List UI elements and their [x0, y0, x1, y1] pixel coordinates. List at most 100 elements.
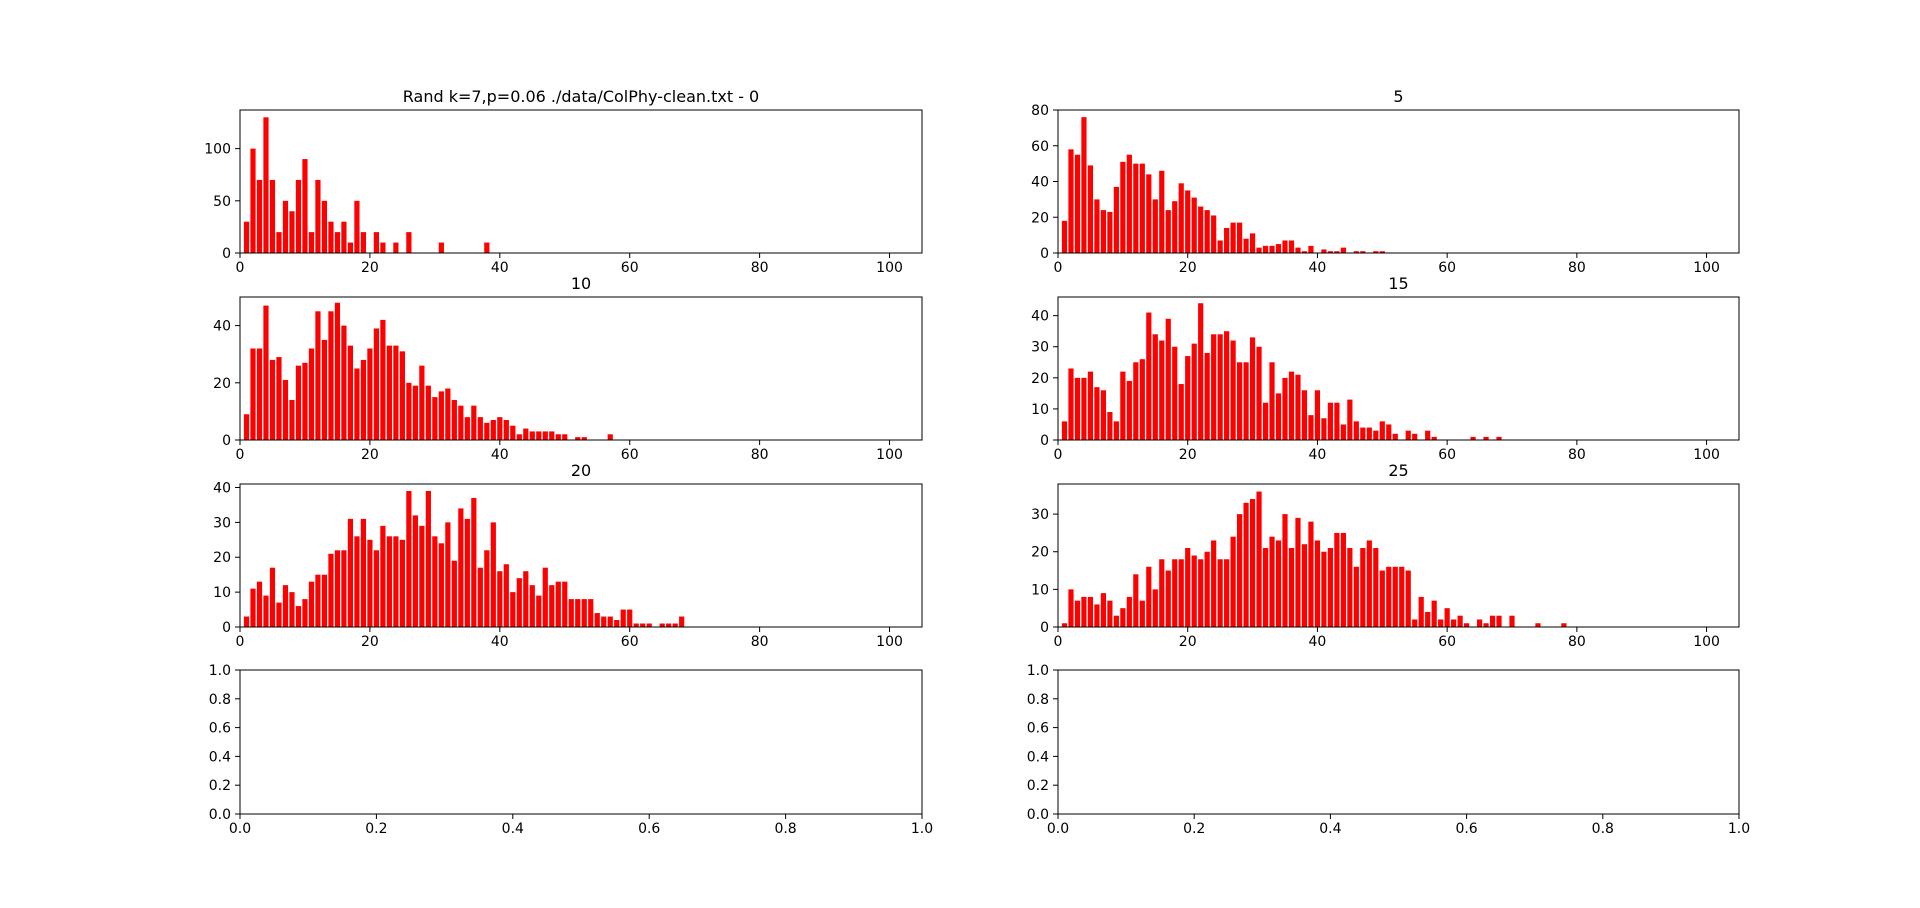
bar [1425, 430, 1431, 440]
x-tick-label: 0 [1054, 260, 1063, 276]
bar [1249, 499, 1256, 627]
bar [1340, 532, 1346, 627]
bar [1165, 570, 1171, 627]
x-tick-label: 80 [751, 447, 769, 463]
bar [1172, 346, 1178, 440]
bar [1412, 619, 1418, 627]
bar [1269, 536, 1275, 627]
bar [1126, 154, 1132, 253]
bar [276, 357, 282, 440]
bar [451, 399, 457, 440]
bar [1327, 251, 1333, 253]
bar [1386, 424, 1392, 440]
bar [282, 379, 289, 440]
bar [1087, 165, 1094, 253]
bar [1269, 362, 1275, 440]
bar [529, 585, 535, 627]
bar [380, 319, 386, 440]
bar [458, 405, 464, 440]
bar [1191, 343, 1197, 440]
bar [659, 623, 665, 627]
bar [1100, 390, 1106, 440]
bar [1321, 418, 1327, 440]
bar [1120, 608, 1126, 627]
y-tick-label: 0.8 [1027, 692, 1049, 708]
bar [633, 623, 639, 627]
x-tick-label: 1.0 [1728, 821, 1750, 837]
y-tick-label: 0.0 [1027, 807, 1049, 823]
bar [1120, 371, 1126, 440]
bar [1074, 377, 1081, 440]
y-tick-label: 30 [1031, 340, 1049, 356]
bar [1275, 540, 1282, 627]
x-tick-label: 60 [1438, 447, 1456, 463]
bar [1360, 547, 1366, 627]
bar [562, 581, 568, 627]
bar [607, 434, 613, 440]
bar [1198, 206, 1204, 253]
bar [308, 581, 315, 627]
bar [536, 595, 542, 627]
bar [289, 399, 295, 440]
bar [354, 200, 360, 253]
y-tick-label: 0.4 [209, 749, 231, 765]
bar [367, 348, 373, 440]
bar [484, 550, 490, 627]
bar [1107, 600, 1113, 627]
bar [321, 200, 328, 253]
x-tick-label: 40 [491, 260, 509, 276]
axes-frame [1057, 669, 1740, 815]
x-tick-label: 100 [876, 260, 903, 276]
y-tick-label: 1.0 [1027, 663, 1049, 679]
bar [1399, 566, 1405, 627]
bar [360, 232, 367, 253]
bar [1360, 427, 1366, 440]
bar [1366, 427, 1372, 440]
bar [1165, 210, 1171, 253]
x-tick-label: 40 [1309, 260, 1327, 276]
bar [250, 588, 256, 627]
bar [1185, 190, 1191, 253]
bar [1256, 346, 1262, 440]
bar [1237, 514, 1243, 627]
bar [1074, 600, 1081, 627]
x-tick-label: 80 [1568, 447, 1586, 463]
bar [1282, 377, 1288, 440]
bar [1107, 211, 1113, 253]
bar [464, 417, 470, 440]
bar [1243, 238, 1249, 253]
bar [1340, 424, 1346, 440]
bar [276, 602, 282, 627]
bar [1288, 547, 1295, 627]
bar [1074, 154, 1081, 253]
bar [1178, 183, 1184, 253]
subplot-6: 0.0 0.2 0.4 0.6 0.8 1.0 0.0 0.2 0.4 0.6 0.8 1.0 [209, 663, 933, 837]
bar [1360, 251, 1366, 253]
bar [412, 385, 418, 440]
bar [373, 328, 379, 440]
bar [1224, 559, 1230, 627]
bar [1133, 163, 1139, 254]
bar [1340, 247, 1346, 253]
bar [1256, 491, 1262, 627]
bar [1152, 334, 1158, 440]
x-tick-label: 100 [876, 447, 903, 463]
bar [1217, 559, 1223, 627]
y-tick-label: 0.8 [209, 692, 231, 708]
y-tick-label: 0.2 [209, 778, 231, 794]
bar [341, 325, 347, 440]
bar [1126, 596, 1132, 627]
bar [354, 536, 360, 627]
x-tick-label: 80 [751, 260, 769, 276]
bar [1535, 623, 1541, 627]
bar [1301, 544, 1308, 627]
x-tick-label: 0.4 [502, 821, 524, 837]
bar [1353, 421, 1359, 440]
subplot-3: 0 20 40 60 80 100 0 10 20 30 40 15 [1031, 274, 1740, 463]
x-tick-label: 0.0 [229, 821, 251, 837]
bar [1107, 412, 1113, 440]
bar [295, 606, 302, 627]
bar [360, 359, 367, 440]
bar [1373, 251, 1379, 253]
bar [263, 305, 269, 440]
